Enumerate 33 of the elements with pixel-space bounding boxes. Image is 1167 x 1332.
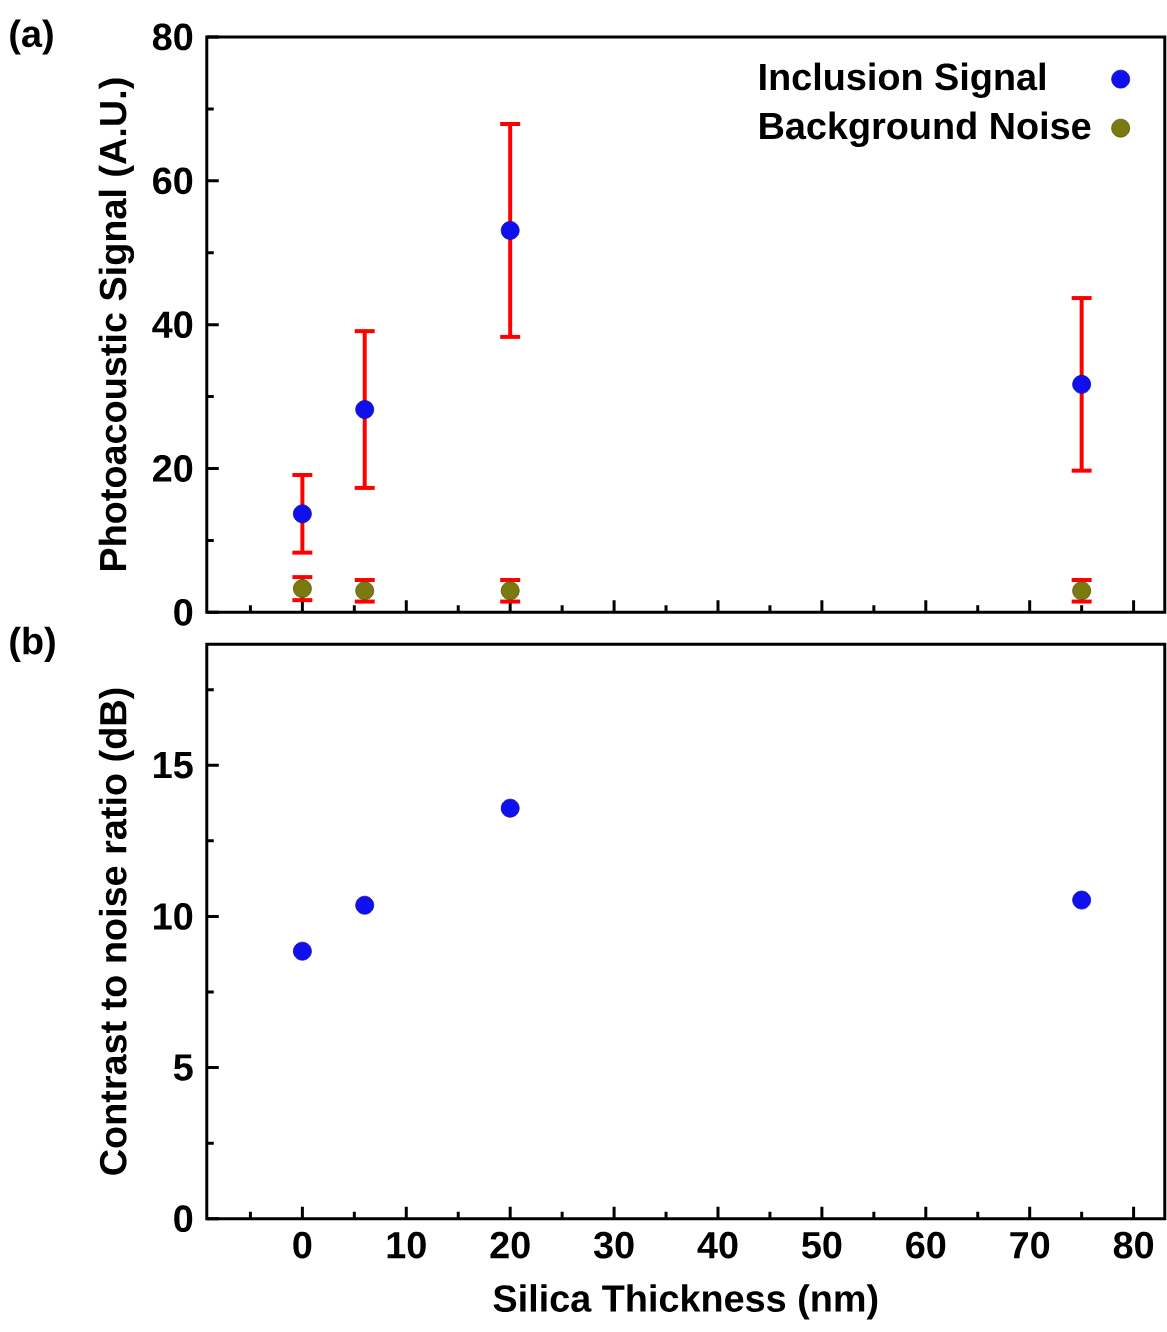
x-tick-label: 20	[490, 1231, 530, 1259]
x-tick-label: 80	[1113, 1231, 1153, 1259]
text: (b)	[10, 626, 55, 662]
x-tick-label: 0	[293, 1231, 312, 1259]
point	[1072, 890, 1091, 910]
y-tick-label: 80	[152, 23, 193, 51]
point	[355, 400, 374, 419]
point	[500, 798, 520, 818]
text: (a)	[10, 19, 53, 55]
y-tick-label: 10	[153, 903, 193, 930]
x-tick-label: 40	[697, 1231, 738, 1259]
y-axis-title: Contrast to noise ratio (dB)	[98, 688, 134, 1175]
x-tick-label: 30	[593, 1231, 634, 1259]
x-tick-label: 60	[906, 1231, 946, 1259]
x-axis-title: Silica Thickness (nm)	[493, 1284, 878, 1320]
y-tick-label: 40	[152, 311, 193, 339]
legend-label: Inclusion Signal	[760, 62, 1045, 99]
y-tick-label: 20	[152, 455, 193, 482]
x-tick-label: 10	[387, 1231, 426, 1259]
legend-label: Background Noise	[760, 111, 1091, 148]
x-tick-label: 70	[1010, 1231, 1050, 1259]
point	[1072, 374, 1091, 394]
y-tick-label: 0	[174, 598, 193, 626]
y-axis-title: Photoacoustic Signal (A.U.)	[98, 78, 134, 571]
point	[355, 895, 374, 915]
point	[500, 221, 520, 240]
x-tick-label: 50	[801, 1231, 842, 1259]
y-tick-label: 0	[174, 1205, 193, 1233]
point	[292, 941, 312, 961]
point	[292, 504, 312, 524]
y-tick-label: 60	[152, 167, 193, 195]
y-tick-label: 5	[173, 1054, 193, 1081]
y-tick-label: 15	[153, 752, 193, 779]
